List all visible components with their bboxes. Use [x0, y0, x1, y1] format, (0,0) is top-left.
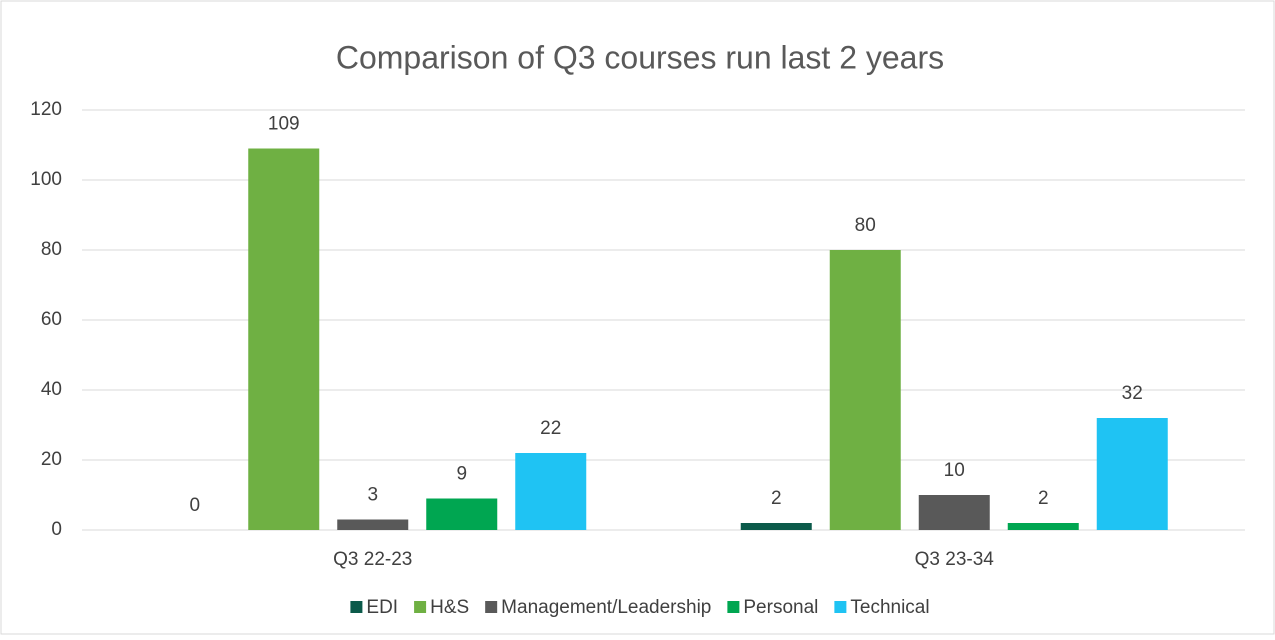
data-label: 0	[189, 495, 200, 516]
data-label: 10	[944, 460, 965, 481]
data-label: 9	[456, 464, 467, 485]
y-tick-label: 20	[41, 449, 62, 470]
legend-swatch	[727, 601, 740, 613]
data-label: 3	[367, 485, 378, 506]
legend-label: EDI	[366, 597, 398, 618]
data-label: 80	[855, 215, 876, 236]
bar	[1007, 523, 1079, 530]
chart-title: Comparison of Q3 courses run last 2 year…	[336, 39, 944, 75]
legend-label: H&S	[430, 597, 469, 618]
bar	[337, 519, 409, 530]
y-tick-label: 100	[30, 169, 62, 190]
legend-label: Management/Leadership	[501, 597, 711, 618]
x-tick-label: Q3 22-23	[333, 549, 412, 570]
bar	[515, 453, 587, 530]
y-tick-label: 40	[41, 379, 62, 400]
y-tick-label: 60	[41, 309, 62, 330]
legend-label: Technical	[850, 597, 929, 618]
y-tick-label: 80	[41, 239, 62, 260]
data-label: 109	[268, 114, 300, 135]
bar	[426, 498, 498, 530]
x-tick-label: Q3 23-34	[915, 549, 995, 570]
legend-swatch	[350, 601, 363, 613]
bar	[918, 495, 990, 530]
bar	[1096, 418, 1168, 530]
legend-label: Personal	[743, 597, 818, 618]
legend-swatch	[485, 601, 498, 613]
y-tick-label: 0	[51, 519, 62, 540]
data-label: 32	[1122, 383, 1143, 404]
legend-swatch	[834, 601, 847, 613]
data-label: 2	[771, 488, 782, 509]
legend-swatch	[414, 601, 427, 613]
bar	[248, 148, 320, 530]
data-label: 22	[540, 418, 561, 439]
y-tick-label: 120	[30, 99, 62, 120]
bar	[740, 523, 812, 530]
data-label: 2	[1038, 488, 1049, 509]
bar	[829, 250, 901, 530]
